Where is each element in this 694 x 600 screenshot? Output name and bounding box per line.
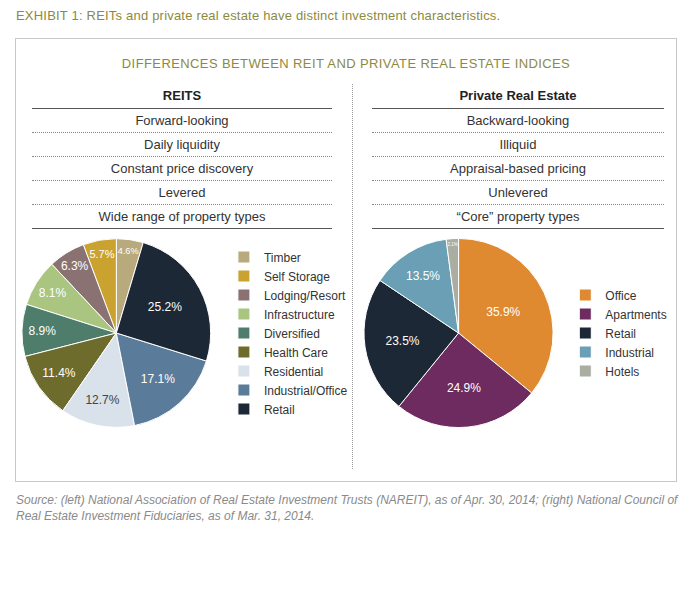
svg-text:24.9%: 24.9%: [447, 381, 481, 395]
html-text:Levered: Levered: [158, 185, 206, 200]
svg-text:Apartments: Apartments: [605, 308, 666, 322]
svg-text:Office: Office: [605, 289, 636, 303]
svg-text:8.9%: 8.9%: [29, 324, 57, 338]
html-text:Daily liquidity: Daily liquidity: [144, 137, 220, 152]
html-text:EXHIBIT 1: REITs and private r: EXHIBIT 1: REITs and private real estate…: [16, 8, 501, 23]
svg-text:8.1%: 8.1%: [39, 286, 67, 300]
svg-text:Industrial: Industrial: [605, 346, 654, 360]
svg-text:12.7%: 12.7%: [85, 393, 119, 407]
html-text:Appraisal-based pricing: Appraisal-based pricing: [450, 161, 586, 176]
svg-text:17.1%: 17.1%: [141, 372, 175, 386]
svg-text:23.5%: 23.5%: [386, 334, 420, 348]
svg-text:6.3%: 6.3%: [61, 259, 89, 273]
html-text:Backward-looking: Backward-looking: [466, 113, 570, 128]
svg-text:Retail: Retail: [605, 327, 636, 341]
html-text:“Core” property types: “Core” property types: [456, 209, 580, 224]
svg-text:2.1%: 2.1%: [447, 242, 457, 247]
html-text:REITS: REITS: [162, 88, 202, 103]
svg-text:Hotels: Hotels: [605, 365, 639, 379]
html-text:Wide range of property types: Wide range of property types: [98, 209, 266, 224]
svg-text:25.2%: 25.2%: [148, 300, 182, 314]
svg-text:Self Storage: Self Storage: [264, 270, 330, 284]
html-text:Source: (left) National Associ: Source: (left) National Association of R…: [16, 493, 678, 523]
svg-text:4.6%: 4.6%: [118, 246, 139, 256]
svg-text:Infrastructure: Infrastructure: [264, 308, 335, 322]
html-text:Forward-looking: Forward-looking: [135, 113, 229, 128]
svg-text:13.5%: 13.5%: [406, 269, 440, 283]
svg-text:Industrial/Office: Industrial/Office: [264, 384, 347, 398]
svg-text:11.4%: 11.4%: [42, 366, 75, 380]
svg-text:Health Care: Health Care: [264, 346, 328, 360]
svg-text:Diversified: Diversified: [264, 327, 320, 341]
html-text:Unlevered: Unlevered: [488, 185, 548, 200]
svg-text:Residential: Residential: [264, 365, 323, 379]
svg-text:Retail: Retail: [264, 403, 295, 417]
html-text:Illiquid: Illiquid: [499, 137, 537, 152]
html-text:DIFFERENCES BETWEEN REIT AND P: DIFFERENCES BETWEEN REIT AND PRIVATE REA…: [121, 56, 571, 71]
svg-text:Timber: Timber: [264, 251, 301, 265]
svg-text:35.9%: 35.9%: [486, 305, 520, 319]
html-text:Private Real Estate: Private Real Estate: [459, 88, 577, 103]
svg-text:Lodging/Resort: Lodging/Resort: [264, 289, 346, 303]
svg-text:5.7%: 5.7%: [89, 248, 114, 260]
html-text:Constant price discovery: Constant price discovery: [110, 161, 254, 176]
